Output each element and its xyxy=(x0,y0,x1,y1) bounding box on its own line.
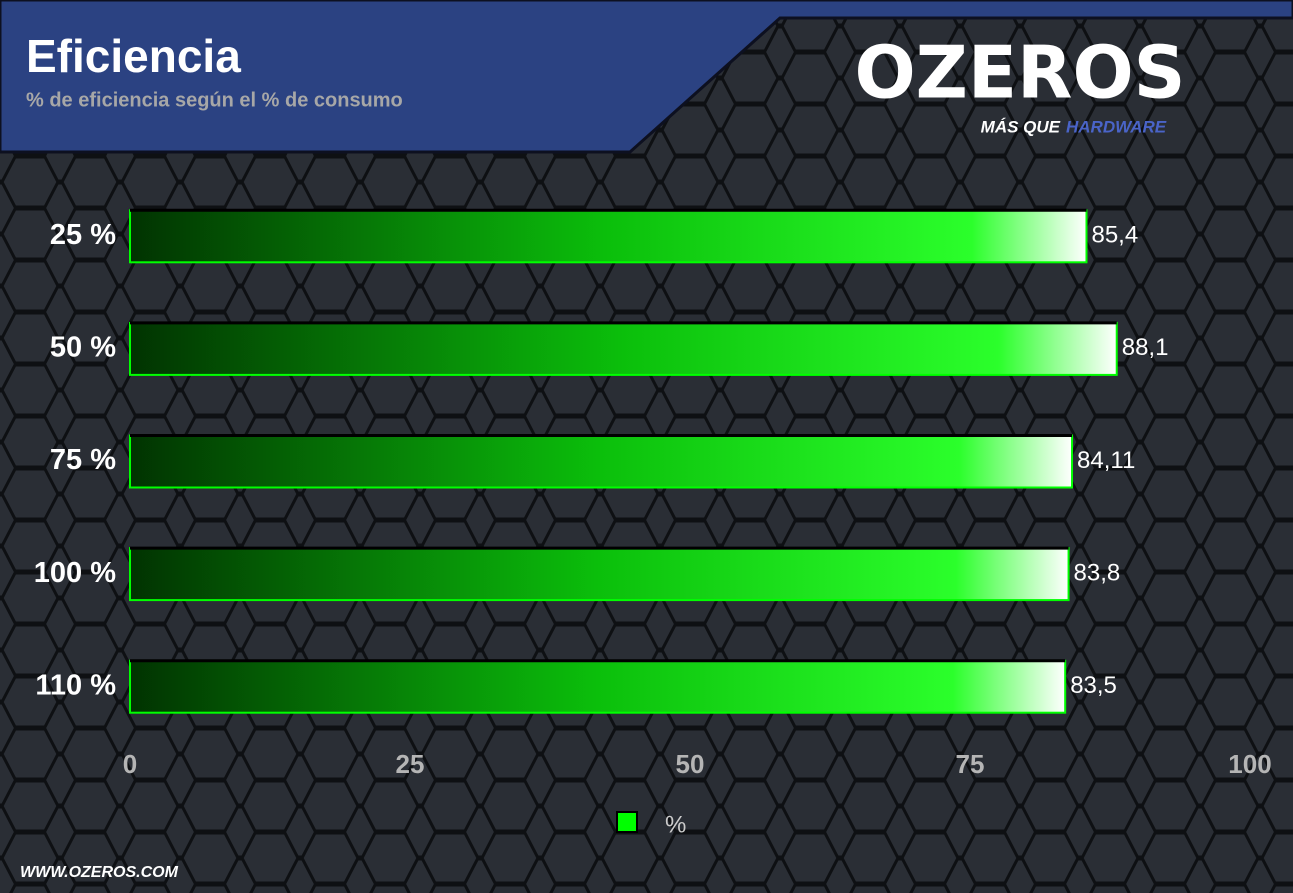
site-url: WWW.OZEROS.COM xyxy=(20,864,179,881)
y-tick-label: 75 % xyxy=(50,444,116,476)
value-label: 84,11 xyxy=(1077,447,1135,474)
x-tick-label: 75 xyxy=(956,749,985,779)
value-label: 88,1 xyxy=(1122,334,1169,361)
value-label: 83,8 xyxy=(1074,559,1121,586)
bar xyxy=(129,547,1070,602)
value-label: 83,5 xyxy=(1070,672,1117,699)
chart-title: Eficiencia xyxy=(26,30,241,82)
y-tick-label: 50 % xyxy=(50,332,116,364)
chart-subtitle: % de eficiencia según el % de consumo xyxy=(26,89,403,111)
x-tick-label: 0 xyxy=(123,749,137,779)
logo-tagline: HARDWARE xyxy=(1066,117,1167,136)
legend-label: % xyxy=(665,811,686,838)
y-tick-label: 100 % xyxy=(34,557,116,589)
x-tick-label: 100 xyxy=(1228,749,1271,779)
x-tick-label: 50 xyxy=(676,749,705,779)
bar xyxy=(129,659,1067,714)
logo-tagline: MÁS QUE xyxy=(981,117,1061,136)
value-label: 85,4 xyxy=(1091,222,1138,249)
y-tick-label: 25 % xyxy=(50,219,116,251)
y-tick-label: 110 % xyxy=(35,669,116,701)
bar xyxy=(129,434,1074,489)
bar xyxy=(129,321,1118,376)
bar xyxy=(129,209,1088,264)
header-band xyxy=(0,0,1293,154)
legend-swatch xyxy=(616,811,638,833)
logo: OZEROS xyxy=(854,31,1185,115)
x-tick-label: 25 xyxy=(396,749,425,779)
